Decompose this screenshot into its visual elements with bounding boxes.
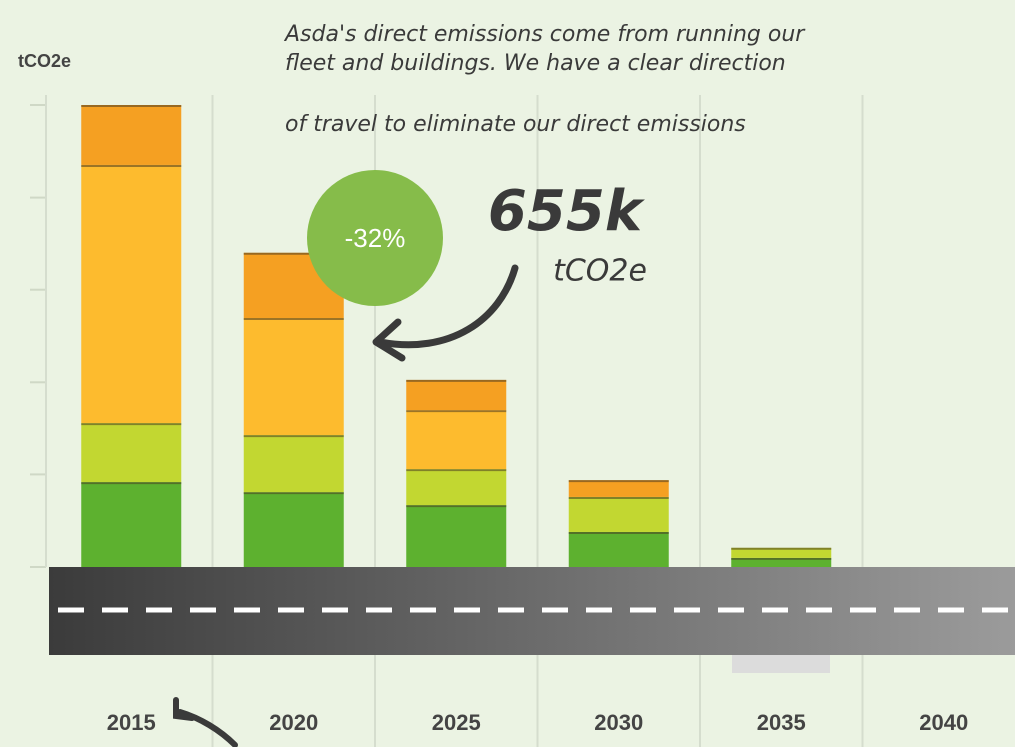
annotation: Asda's direct emissions come from runnin… bbox=[283, 22, 806, 47]
x-tick-label: 2025 bbox=[432, 710, 481, 735]
arrow bbox=[376, 264, 519, 349]
bar-segment bbox=[568, 531, 669, 567]
bar-segment bbox=[81, 423, 182, 483]
arrow-head bbox=[372, 318, 406, 362]
annotation: fleet and buildings. We have a clear dir… bbox=[285, 51, 786, 76]
badge bbox=[307, 170, 443, 306]
shadow bbox=[732, 655, 830, 673]
bar-segment bbox=[731, 547, 832, 558]
y-axis-label: tCO2e bbox=[18, 51, 71, 71]
x-tick-label: 2035 bbox=[757, 710, 806, 735]
bar-segment bbox=[568, 480, 669, 497]
bar-segment bbox=[406, 379, 507, 411]
bar-segment bbox=[243, 435, 344, 493]
bar-segment bbox=[81, 164, 182, 424]
arrow bbox=[173, 697, 238, 747]
bar-segment bbox=[243, 318, 344, 436]
bar-segment bbox=[81, 482, 182, 567]
callout-unit: tCO2e bbox=[553, 254, 647, 289]
x-tick-label: 2040 bbox=[919, 710, 968, 735]
bar-segment bbox=[731, 557, 832, 567]
bar-segment bbox=[81, 105, 182, 165]
callout-value: 655k bbox=[488, 179, 646, 244]
bar-segment bbox=[406, 410, 507, 470]
bar-segment bbox=[406, 469, 507, 506]
bar-segment bbox=[243, 492, 344, 567]
x-tick-label: 2030 bbox=[594, 710, 643, 735]
badge-text: -32% bbox=[345, 223, 406, 253]
annotation: of travel to eliminate our direct emissi… bbox=[285, 112, 746, 137]
x-tick-label: 2015 bbox=[107, 710, 156, 735]
x-tick-label: 2020 bbox=[269, 710, 318, 735]
bar-segment bbox=[568, 496, 669, 532]
bar-segment bbox=[406, 505, 507, 567]
